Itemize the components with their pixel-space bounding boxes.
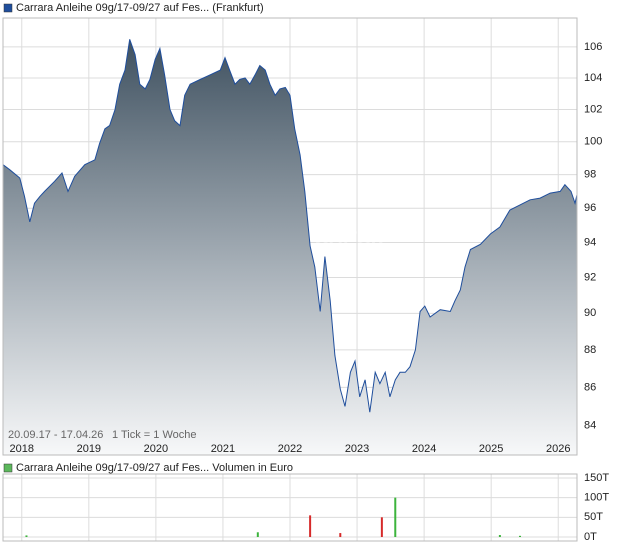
volume-bar [394,497,397,537]
y-tick-label: 100T [584,492,609,504]
legend-label: Carrara Anleihe 09g/17-09/27 auf Fes... … [16,462,293,474]
y-tick-label: 50T [584,511,603,523]
y-tick-label: 150T [584,472,609,484]
volume-bar [256,532,259,537]
x-tick-label: 2020 [144,443,168,455]
x-tick-label: 2025 [479,443,503,455]
volume-bar [519,535,522,537]
x-tick-label: 2018 [10,443,34,455]
volume-bar [309,515,312,537]
y-tick-label: 0T [584,531,597,543]
y-tick-label: 84 [584,420,596,432]
y-tick-label: 90 [584,307,596,319]
volume-bar [498,535,501,537]
plot-frame [2,473,578,542]
date-range: 20.09.17 - 17.04.26 [8,429,103,441]
legend-swatch [3,463,13,473]
x-tick-label: 2021 [211,443,235,455]
x-tick-label: 2023 [345,443,369,455]
x-tick-label: 2024 [412,443,436,455]
y-tick-label: 96 [584,202,596,214]
legend-swatch [3,3,13,13]
volume-bar [380,517,383,537]
legend-label: Carrara Anleihe 09g/17-09/27 auf Fes... … [16,2,264,14]
plot-frame [2,17,578,456]
y-tick-label: 100 [584,136,602,148]
y-tick-label: 104 [584,72,602,84]
x-tick-label: 2026 [546,443,570,455]
volume-bar [25,535,28,537]
volume-bar [339,533,342,537]
y-tick-label: 92 [584,271,596,283]
x-tick-label: 2019 [77,443,101,455]
area-fill [3,39,577,456]
y-tick-label: 98 [584,169,596,181]
y-tick-label: 94 [584,236,596,248]
y-tick-label: 106 [584,41,602,53]
y-tick-label: 102 [584,103,602,115]
y-tick-label: 86 [584,381,596,393]
tick-info: 1 Tick = 1 Woche [112,429,196,441]
price-line [2,39,578,413]
watermark: CHECK [314,228,387,250]
y-tick-label: 88 [584,344,596,356]
x-tick-label: 2022 [278,443,302,455]
